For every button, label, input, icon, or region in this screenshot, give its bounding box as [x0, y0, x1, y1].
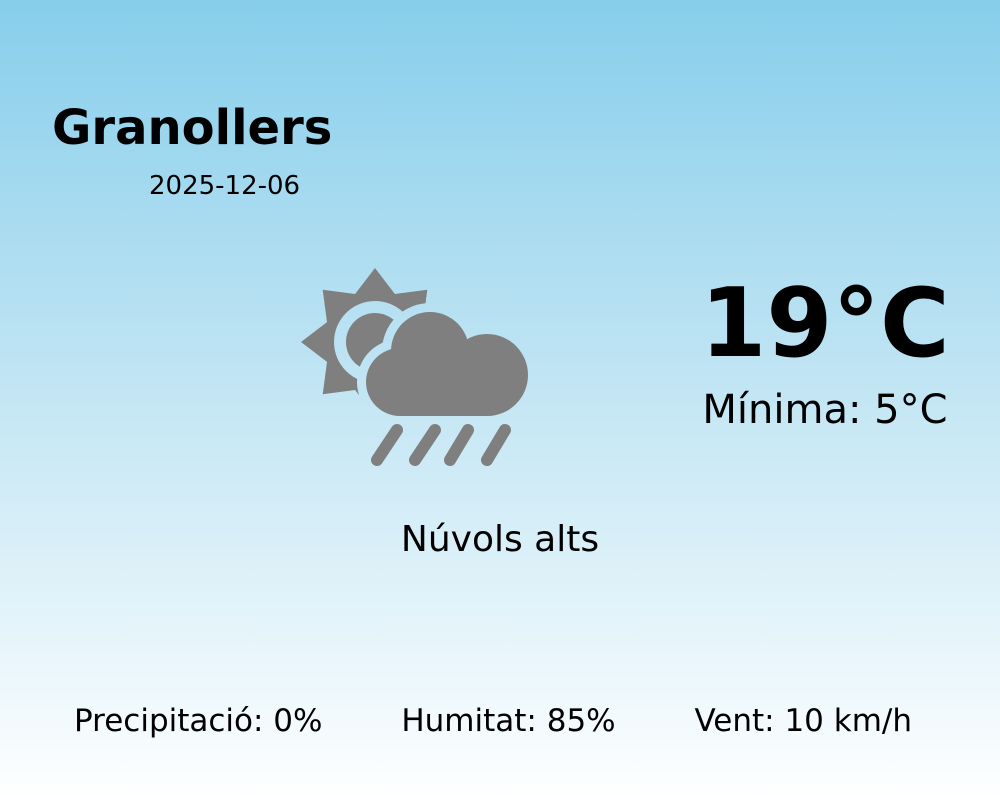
precipitation-stat: Precipitació: 0% — [74, 703, 323, 739]
stats-row: Precipitació: 0% Humitat: 85% Vent: 10 k… — [0, 706, 1000, 737]
cloud-shape — [366, 312, 528, 416]
min-temperature: Mínima: 5°C — [702, 387, 948, 433]
wind-stat: Vent: 10 km/h — [694, 703, 912, 739]
condition-text: Núvols alts — [400, 519, 600, 560]
forecast-date: 2025-12-06 — [149, 171, 301, 201]
current-temperature: 19°C — [700, 269, 950, 379]
weather-icon-box — [293, 256, 533, 471]
rain-strokes — [371, 424, 511, 466]
location-title: Granollers — [52, 100, 333, 156]
sun-behind-rain-cloud-icon — [301, 268, 528, 466]
humidity-stat: Humitat: 85% — [401, 703, 616, 739]
